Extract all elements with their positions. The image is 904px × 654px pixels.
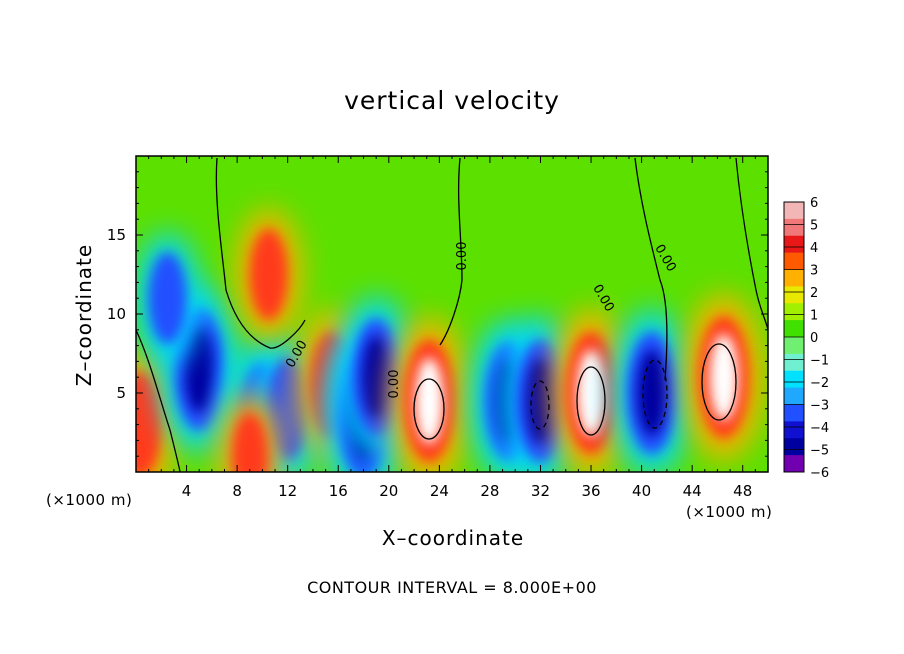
colorbar-tick-label: 6 bbox=[810, 196, 818, 211]
contour-labels: 0.000.000.000.000.00 bbox=[283, 242, 679, 399]
x-tick-label: 20 bbox=[379, 482, 398, 500]
colorbar-swatch bbox=[784, 320, 804, 338]
colorbar-tick-label: −2 bbox=[810, 376, 829, 391]
contour-label: 0.00 bbox=[387, 370, 402, 399]
velocity-cell-core bbox=[362, 335, 390, 419]
contour-interval-note: CONTOUR INTERVAL = 8.000E+00 bbox=[307, 578, 597, 597]
velocity-cell-core bbox=[709, 334, 738, 421]
x-tick-label: 44 bbox=[683, 482, 702, 500]
x-tick-label: 48 bbox=[733, 482, 752, 500]
colorbar-tick-label: 1 bbox=[810, 309, 818, 324]
x-axis-label: X–coordinate bbox=[381, 526, 525, 550]
colorbar-swatch bbox=[784, 455, 804, 473]
colorbar-tick-label: 0 bbox=[810, 331, 818, 346]
contour-lines bbox=[136, 157, 768, 472]
x-tick-label: 28 bbox=[480, 482, 499, 500]
x-tick-label: 36 bbox=[581, 482, 600, 500]
colorbar-swatch bbox=[784, 438, 804, 456]
colorbar-swatch bbox=[784, 202, 804, 220]
colorbar-swatch bbox=[784, 421, 804, 439]
colorbar-tick-label: −4 bbox=[810, 421, 829, 436]
colorbar-tick-label: 5 bbox=[810, 219, 818, 234]
colorbar-tick-label: 3 bbox=[810, 264, 818, 279]
x-unit-label-right: (×1000 m) bbox=[686, 503, 773, 521]
velocity-cell bbox=[231, 412, 268, 472]
velocity-cell bbox=[148, 252, 187, 345]
x-tick-label: 12 bbox=[278, 482, 297, 500]
zero-contour-line bbox=[136, 329, 181, 472]
velocity-cells bbox=[136, 208, 766, 472]
y-axis-label: Z–coordinate bbox=[72, 243, 96, 387]
positive-contour bbox=[576, 366, 606, 436]
zero-contour-line bbox=[215, 157, 306, 349]
y-tick-label: 5 bbox=[116, 384, 126, 402]
colorbar-tick-label: −3 bbox=[810, 399, 829, 414]
colorbar-swatch bbox=[784, 337, 804, 355]
axis-ticks bbox=[136, 156, 768, 472]
colorbar-swatch bbox=[784, 387, 804, 405]
colorbar-swatch bbox=[784, 303, 804, 321]
colorbar-swatch bbox=[784, 286, 804, 304]
colorbar-tick-label: −5 bbox=[810, 444, 829, 459]
x-unit-label-left: (×1000 m) bbox=[46, 491, 133, 509]
colorbar-swatch bbox=[784, 353, 804, 372]
colorbar-tick-label: 2 bbox=[810, 286, 818, 301]
negative-contour bbox=[530, 380, 550, 430]
contour-label: 0.00 bbox=[455, 242, 470, 271]
colorbar-swatch bbox=[784, 252, 804, 270]
x-tick-label: 40 bbox=[632, 482, 651, 500]
zero-contour-line bbox=[634, 157, 668, 381]
zero-contour-line bbox=[439, 157, 463, 346]
x-tick-label: 16 bbox=[329, 482, 348, 500]
positive-contour bbox=[701, 343, 737, 421]
x-tick-label: 32 bbox=[531, 482, 550, 500]
velocity-cell-core bbox=[637, 349, 666, 437]
colorbar-swatch bbox=[784, 370, 804, 389]
colorbar-swatch bbox=[784, 269, 804, 287]
colorbar-tick-label: 4 bbox=[810, 241, 818, 256]
colorbar: 6 5 4 3 2 1 0 −1 −2 −3 −4 −5 −6 bbox=[783, 196, 829, 481]
velocity-cell-core bbox=[415, 357, 444, 445]
chart-title: vertical velocity bbox=[344, 86, 560, 115]
positive-contour bbox=[413, 378, 445, 440]
velocity-cell bbox=[249, 228, 288, 321]
x-tick-label: 4 bbox=[182, 482, 192, 500]
zero-contour-line bbox=[735, 157, 768, 331]
velocity-cell bbox=[136, 371, 162, 472]
velocity-cell-core bbox=[184, 326, 214, 413]
contour-plot-area: 0.000.000.000.000.00 bbox=[136, 156, 768, 472]
colorbar-swatch bbox=[784, 404, 804, 422]
y-tick-label: 15 bbox=[107, 226, 126, 244]
colorbar-tick-label: −6 bbox=[810, 466, 829, 481]
x-tick-label: 8 bbox=[232, 482, 242, 500]
x-tick-label: 24 bbox=[430, 482, 449, 500]
y-tick-label: 10 bbox=[107, 305, 126, 323]
colorbar-tick-label: −1 bbox=[810, 354, 829, 369]
colorbar-swatch bbox=[784, 218, 804, 237]
colorbar-swatch bbox=[784, 235, 804, 254]
negative-contour bbox=[642, 359, 668, 429]
